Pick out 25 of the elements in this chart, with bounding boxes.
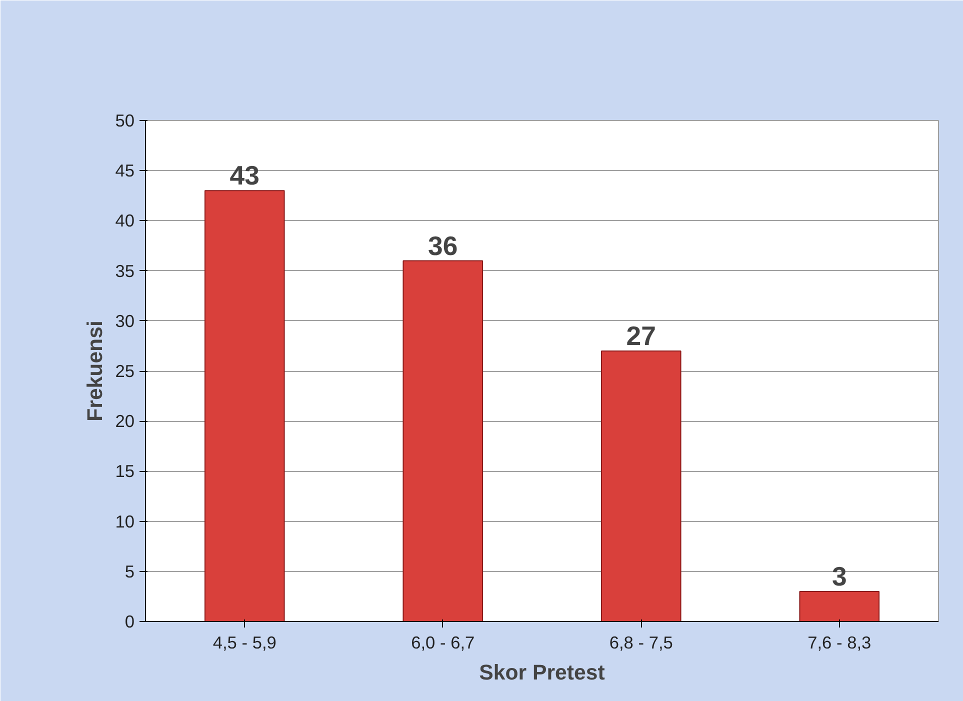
x-tick-label: 7,6 - 8,3 <box>808 632 872 652</box>
bar <box>600 350 682 622</box>
data-label: 36 <box>428 230 458 261</box>
y-tick-label: 45 <box>115 160 135 181</box>
x-tick-label: 6,8 - 7,5 <box>609 632 673 652</box>
x-tick-label: 4,5 - 5,9 <box>212 632 276 652</box>
y-tick-label: 50 <box>115 110 135 130</box>
x-tick-label: 6,0 - 6,7 <box>411 632 475 652</box>
y-tick-label: 0 <box>124 612 135 632</box>
data-label: 3 <box>832 561 847 592</box>
data-label: 43 <box>230 160 260 191</box>
y-tick-label: 25 <box>115 361 135 381</box>
bar <box>204 190 285 622</box>
y-tick-label: 15 <box>115 461 135 482</box>
y-tick-label: 5 <box>124 561 135 582</box>
x-axis-title: Skor Pretest <box>479 660 605 684</box>
y-axis-title: Frekuensi <box>83 320 108 422</box>
bar <box>799 590 880 622</box>
y-tick-label: 10 <box>115 511 135 532</box>
y-tick-label: 40 <box>115 210 135 231</box>
y-tick-label: 20 <box>115 411 135 432</box>
data-label: 27 <box>626 320 656 351</box>
y-tick-label: 30 <box>115 310 135 331</box>
y-tick-label: 35 <box>115 260 135 281</box>
bar <box>402 260 484 622</box>
